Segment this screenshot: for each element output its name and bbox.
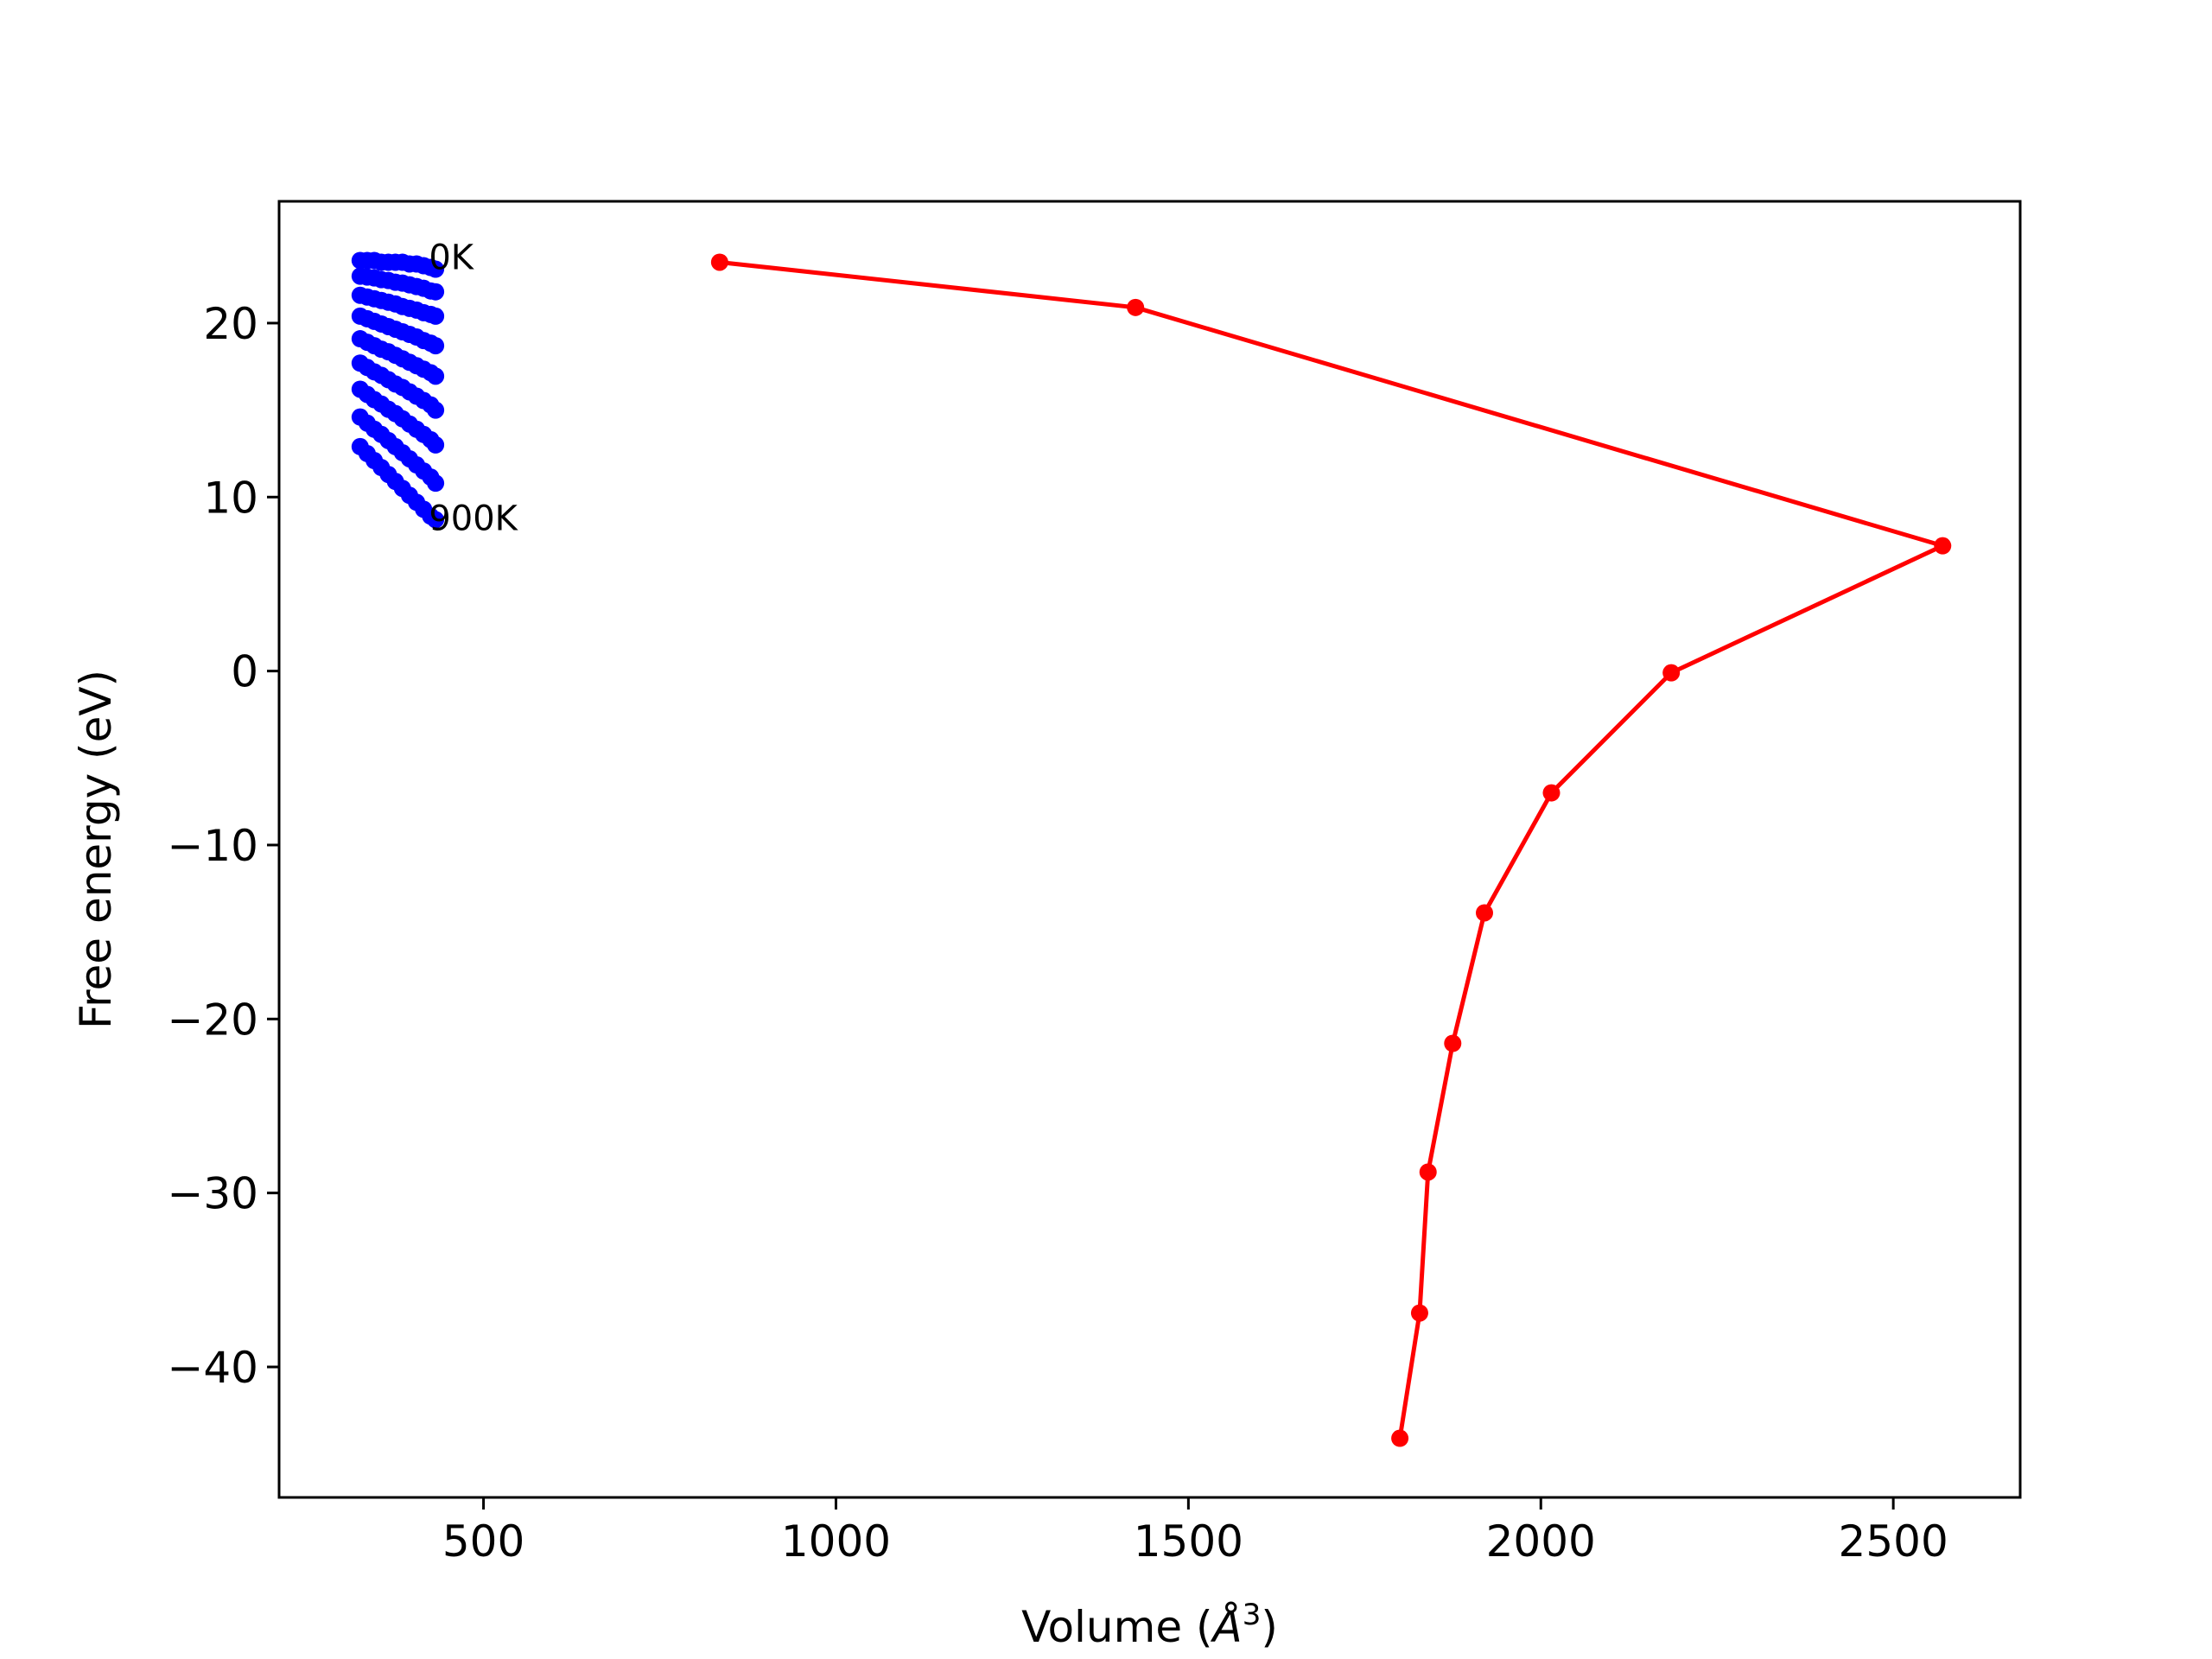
x-axis-label-text: Volume	[1021, 1602, 1182, 1652]
plot-frame	[277, 200, 2022, 1499]
minima-point	[1419, 1163, 1437, 1181]
isotherm-point	[427, 401, 445, 419]
minima-point	[1542, 784, 1560, 802]
x-tick-label: 2000	[1486, 1516, 1596, 1567]
minima-line	[719, 259, 1945, 1439]
minima-point	[1391, 1429, 1409, 1447]
x-axis-label-close-paren: )	[1261, 1602, 1278, 1652]
y-axis-label: Free energy (eV)	[71, 670, 121, 1029]
minima-point	[1476, 904, 1493, 922]
x-axis-ticks: 500 1000 1500 2000 2500	[442, 1497, 1948, 1567]
isotherm-point	[427, 260, 445, 278]
minima-point	[1127, 298, 1145, 316]
y-tick-label: 10	[203, 473, 258, 523]
y-tick-label: 20	[203, 299, 258, 349]
isotherm-point	[427, 435, 445, 454]
isotherm-point	[427, 367, 445, 385]
temperature-annotation: 900K	[429, 499, 518, 538]
minima-point	[1444, 1034, 1462, 1052]
y-tick-label: −20	[167, 995, 258, 1045]
isotherm-point	[427, 474, 445, 493]
minima-point	[1934, 537, 1952, 555]
x-tick-label: 1500	[1134, 1516, 1243, 1567]
isotherm-point	[427, 307, 445, 325]
isotherm-point	[427, 283, 445, 301]
y-tick-label: −30	[167, 1169, 258, 1219]
x-tick-label: 2500	[1839, 1516, 1948, 1567]
y-tick-label: −40	[167, 1343, 258, 1393]
minima-point	[1662, 664, 1681, 682]
y-tick-label: 0	[231, 647, 258, 697]
x-axis-label-exponent: 3	[1243, 1598, 1262, 1632]
y-axis-ticks: −40 −30 −20 −10 0 10 20	[167, 299, 279, 1393]
x-axis-label: Volume (Å3)	[1021, 1598, 1278, 1652]
series-layer	[351, 251, 1952, 1447]
temperature-annotation: 0K	[429, 238, 474, 277]
isotherm-point	[427, 511, 445, 529]
minima-point	[1410, 1304, 1428, 1322]
minima-point	[710, 253, 728, 271]
y-tick-label: −10	[167, 821, 258, 871]
x-axis-label-open-paren: (	[1182, 1602, 1212, 1652]
isotherm-point	[427, 337, 445, 355]
x-tick-label: 1000	[781, 1516, 891, 1567]
x-axis-label-unit: Å	[1211, 1602, 1243, 1652]
x-tick-label: 500	[442, 1516, 524, 1567]
annotation-layer: 0K 900K	[429, 238, 518, 538]
